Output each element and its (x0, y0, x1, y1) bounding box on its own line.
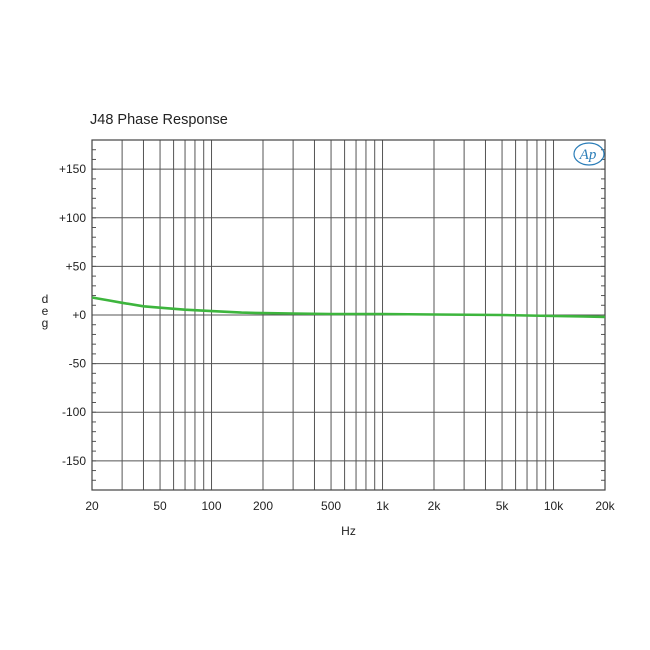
y-axis-label-char: e (42, 304, 49, 318)
y-tick-label: -100 (62, 405, 86, 419)
y-tick-label: +150 (59, 162, 86, 176)
x-tick-label: 1k (376, 499, 390, 513)
x-tick-label: 200 (253, 499, 273, 513)
x-axis-label: Hz (341, 524, 356, 538)
x-tick-label: 20 (85, 499, 99, 513)
x-tick-label: 50 (153, 499, 167, 513)
ap-logo: Ap (573, 142, 605, 166)
x-tick-label: 2k (428, 499, 442, 513)
y-tick-label: -150 (62, 454, 86, 468)
y-axis-label: deg (42, 292, 49, 330)
x-tick-label: 500 (321, 499, 341, 513)
y-tick-label: +100 (59, 211, 86, 225)
chart-title: J48 Phase Response (90, 112, 228, 128)
x-tick-label: 10k (544, 499, 564, 513)
x-tick-label: 5k (496, 499, 510, 513)
y-axis-label-char: g (42, 316, 49, 330)
y-axis-label-char: d (42, 292, 49, 306)
plot-frame (91, 139, 606, 491)
ap-logo-text: Ap (579, 147, 597, 163)
y-tick-label: -50 (69, 357, 87, 371)
y-tick-label: +0 (72, 308, 86, 322)
phase-series-line (91, 296, 606, 319)
x-tick-label: 100 (202, 499, 222, 513)
x-tick-label: 20k (595, 499, 615, 513)
y-tick-label: +50 (66, 259, 87, 273)
